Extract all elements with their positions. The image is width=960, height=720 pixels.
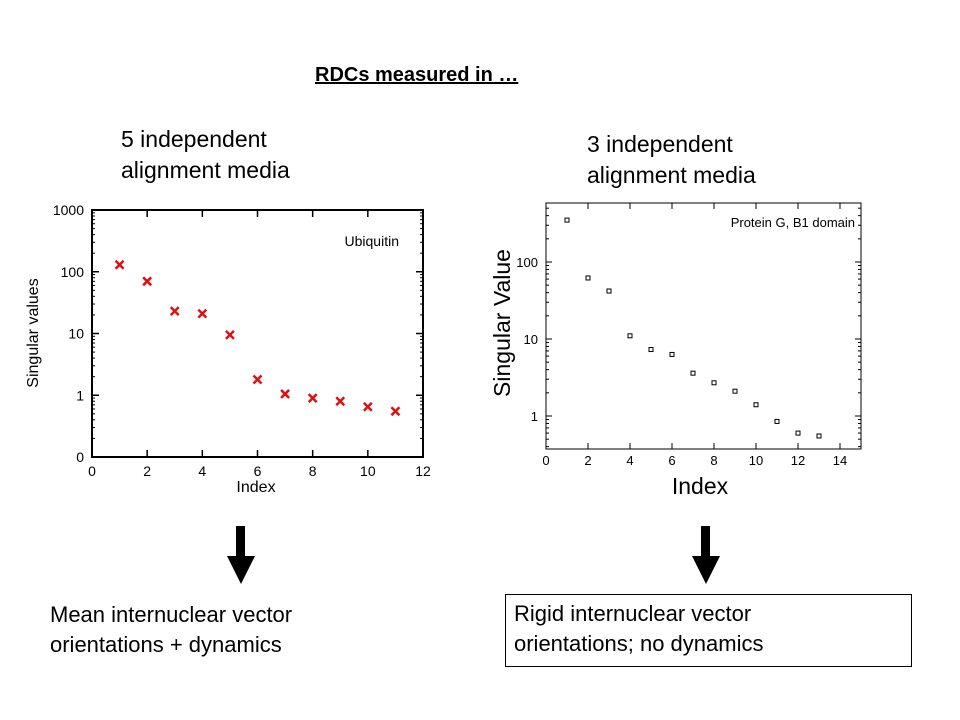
plot-frame (545, 202, 862, 450)
x-axis-label: Index (672, 473, 729, 499)
x-tick-label: 0 (88, 463, 96, 479)
data-point (142, 276, 153, 287)
data-point (169, 306, 180, 317)
data-point (627, 333, 633, 339)
x-axis-label: Index (236, 479, 275, 496)
y-tick-label: 1 (531, 409, 538, 424)
data-point (252, 374, 263, 385)
data-point (197, 308, 208, 319)
data-point (280, 389, 290, 399)
y-tick-label: 10 (524, 332, 538, 347)
right-caption-line2: orientations; no dynamics (514, 631, 764, 656)
data-point (307, 393, 318, 403)
y-tick-label: 10 (68, 326, 84, 342)
y-tick-label: 100 (516, 255, 538, 270)
data-point (648, 347, 654, 353)
left-caption-line2: orientations + dynamics (50, 632, 282, 657)
data-point (795, 430, 801, 436)
x-tick-label: 10 (749, 453, 763, 468)
x-tick-label: 6 (254, 463, 262, 479)
x-tick-label: 2 (584, 453, 591, 468)
x-tick-label: 0 (542, 453, 549, 468)
x-tick-label: 14 (833, 453, 847, 468)
data-point (711, 380, 717, 386)
data-point (606, 288, 612, 294)
page-title: RDCs measured in … (315, 64, 519, 86)
data-point (225, 329, 235, 340)
y-tick-label: 1000 (53, 202, 84, 218)
right-heading-line1: 3 independent (587, 131, 733, 157)
data-point (753, 402, 759, 408)
x-tick-label: 8 (710, 453, 717, 468)
data-point (114, 259, 125, 270)
data-point (362, 401, 373, 412)
data-point (335, 396, 346, 407)
y-tick-label: 100 (61, 264, 85, 280)
right-caption-line1: Rigid internuclear vector (514, 601, 752, 626)
y-tick-label: 0 (76, 449, 84, 465)
x-tick-label: 4 (198, 463, 206, 479)
x-tick-label: 4 (626, 453, 633, 468)
data-point (669, 351, 675, 357)
x-tick-label: 10 (360, 463, 376, 479)
chart-annotation: Ubiquitin (345, 233, 399, 249)
ubiquitin-chart: 0 1 10 100 1000 0 2 4 6 8 10 12 Ubiquitin Index Si… (25, 202, 431, 496)
right-heading-line2: alignment media (587, 162, 756, 188)
x-tick-label: 6 (668, 453, 675, 468)
chart-annotation: Protein G, B1 domain (731, 215, 855, 230)
x-tick-label: 2 (143, 463, 151, 479)
right-heading: 3 independent alignment media (587, 129, 756, 191)
data-point (564, 217, 570, 223)
left-down-arrow-icon (227, 526, 255, 584)
left-caption: Mean internuclear vector orientations + … (50, 600, 292, 660)
y-axis-label: Singular values (25, 278, 42, 387)
x-tick-label: 12 (791, 453, 805, 468)
data-point (585, 275, 591, 281)
y-axis-label: Singular Value (489, 249, 515, 397)
y-tick-label: 1 (76, 387, 84, 403)
right-down-arrow-icon (692, 526, 720, 584)
left-heading-line1: 5 independent (121, 126, 267, 152)
data-point (390, 406, 401, 417)
right-caption-box: Rigid internuclear vector orientations; … (505, 594, 912, 667)
x-tick-label: 12 (415, 463, 431, 479)
left-heading: 5 independent alignment media (121, 124, 290, 186)
data-point (690, 370, 696, 376)
left-heading-line2: alignment media (121, 157, 290, 183)
left-caption-line1: Mean internuclear vector (50, 602, 293, 627)
x-tick-label: 8 (309, 463, 317, 479)
data-point (732, 388, 738, 394)
data-point (774, 418, 780, 424)
data-point (816, 433, 822, 439)
